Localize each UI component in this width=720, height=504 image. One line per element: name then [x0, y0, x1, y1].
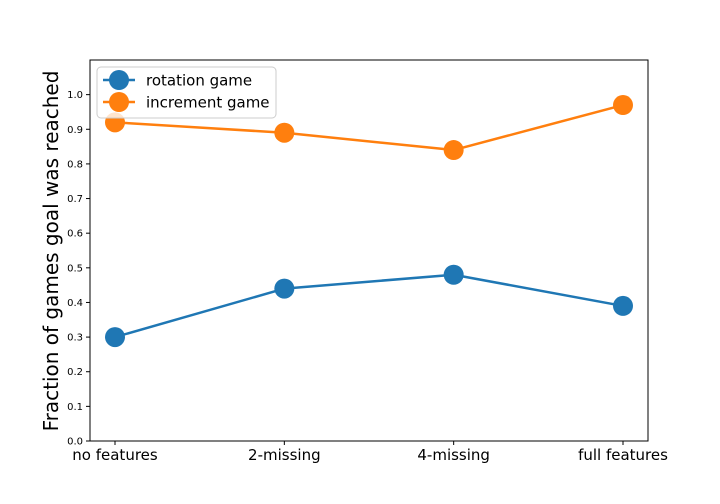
data-point	[613, 295, 633, 316]
legend-box	[96, 66, 277, 119]
y-tick-label: 0.4	[67, 298, 83, 309]
series-rotation-game	[105, 264, 633, 348]
legend-label: increment game	[146, 94, 270, 112]
x-tick-label: 2-missing	[248, 446, 321, 464]
y-tick-label: 0.3	[67, 333, 83, 344]
legend-label: rotation game	[146, 72, 252, 90]
y-tick-label: 0.1	[67, 402, 83, 413]
legend-item: increment game	[103, 92, 270, 112]
y-tick-label: 0.8	[67, 159, 83, 170]
x-tick-label: full features	[578, 446, 668, 464]
data-point	[274, 278, 295, 299]
data-point	[443, 140, 464, 161]
y-tick-label: 1.0	[67, 90, 83, 101]
legend-marker	[109, 92, 129, 112]
data-point	[274, 122, 295, 143]
x-tick-label: no features	[72, 446, 158, 464]
legend-marker	[109, 70, 129, 90]
y-tick-label: 0.5	[67, 263, 83, 274]
legend-item: rotation game	[103, 70, 252, 90]
y-tick-label: 0.2	[67, 367, 83, 378]
y-tick-label: 0.0	[67, 437, 83, 448]
data-point	[105, 327, 125, 348]
axes: 0.0 0.1 0.2 0.3 0.4 0.5 0.6 0.7 0.8 0.9 1.0 no feat…	[67, 90, 668, 464]
y-tick-label: 0.7	[67, 194, 83, 205]
plot-frame	[89, 59, 649, 442]
y-tick-label: 0.9	[67, 125, 83, 136]
y-axis-label: Fraction of games goal was reached	[39, 71, 63, 432]
y-tick-label: 0.6	[67, 229, 83, 240]
series-line	[114, 103, 624, 152]
series-line	[114, 273, 624, 339]
data-point	[443, 264, 464, 285]
legend: rotation game increment game	[96, 66, 277, 119]
data-point	[613, 95, 633, 116]
x-tick-label: 4-missing	[417, 446, 490, 464]
